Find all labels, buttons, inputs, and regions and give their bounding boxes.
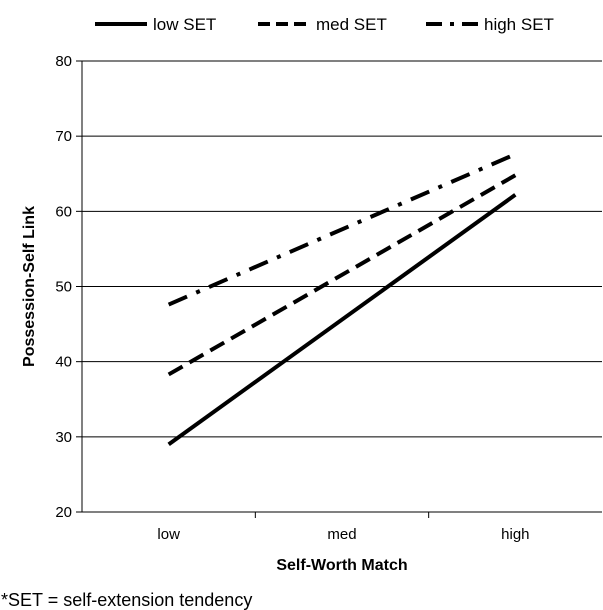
legend: low SET med SET high SET <box>95 15 554 34</box>
series-lines <box>167 152 517 446</box>
y-tick-label: 70 <box>55 128 72 145</box>
y-tick-label: 30 <box>55 429 72 446</box>
series-line-high-set <box>167 152 517 307</box>
y-axis-title: Possession-Self Link <box>21 206 38 367</box>
x-tick-label: med <box>327 526 356 543</box>
x-tick-label: high <box>501 526 529 543</box>
legend-label: high SET <box>484 15 554 34</box>
legend-label: med SET <box>316 15 387 34</box>
series-line-low-set <box>167 193 517 446</box>
axes: 20 30 40 50 60 70 80 low med high <box>55 53 602 543</box>
y-tick-label: 50 <box>55 279 72 296</box>
legend-label: low SET <box>153 15 216 34</box>
x-axis-title: Self-Worth Match <box>276 557 407 574</box>
y-tick-label: 20 <box>55 504 72 521</box>
y-tick-label: 40 <box>55 354 72 371</box>
x-tick-label: low <box>157 526 180 543</box>
grid-lines <box>82 60 602 438</box>
footnote: *SET = self-extension tendency <box>1 590 252 610</box>
y-tick-label: 60 <box>55 203 72 220</box>
y-tick-label: 80 <box>55 53 72 70</box>
series-line-med-set <box>167 173 517 377</box>
